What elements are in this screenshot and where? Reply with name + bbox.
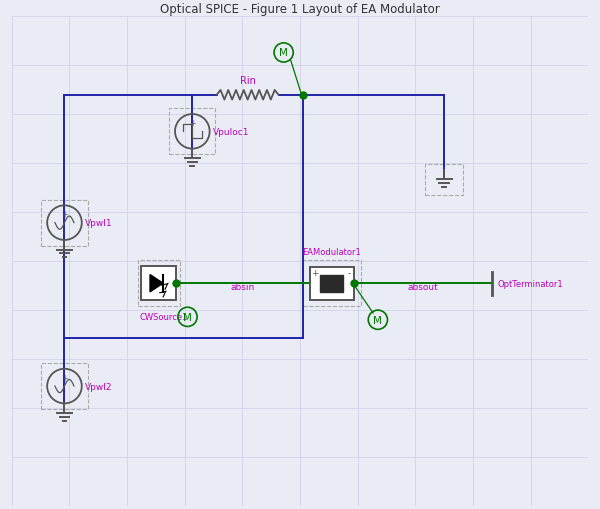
Bar — [303, 261, 361, 306]
Text: Vpwl2: Vpwl2 — [85, 382, 112, 391]
Text: M: M — [279, 48, 288, 59]
Bar — [137, 261, 180, 306]
Text: Vpwl1: Vpwl1 — [85, 219, 112, 228]
Text: EAModulator1: EAModulator1 — [302, 248, 361, 257]
Bar — [310, 267, 354, 300]
Polygon shape — [150, 275, 163, 292]
Text: +: + — [189, 119, 196, 128]
Bar — [142, 266, 176, 301]
Text: -: - — [63, 390, 66, 400]
Text: OptTerminator1: OptTerminator1 — [497, 279, 563, 288]
Bar — [41, 363, 88, 409]
Text: absin: absin — [230, 282, 255, 291]
Bar — [425, 165, 463, 195]
Bar — [41, 200, 88, 246]
Text: -: - — [191, 136, 194, 145]
Bar — [320, 275, 343, 292]
Text: +: + — [61, 210, 68, 219]
Text: CWSource1: CWSource1 — [139, 313, 188, 321]
Text: Rin: Rin — [239, 76, 256, 86]
Text: +: + — [61, 373, 68, 382]
Title: Optical SPICE - Figure 1 Layout of EA Modulator: Optical SPICE - Figure 1 Layout of EA Mo… — [160, 3, 440, 16]
Text: -: - — [63, 228, 66, 236]
Text: absout: absout — [407, 282, 439, 291]
Text: +: + — [311, 269, 318, 277]
Text: M: M — [373, 315, 382, 325]
Text: Vpuloc1: Vpuloc1 — [212, 128, 249, 136]
Text: M: M — [183, 312, 192, 322]
Text: -: - — [347, 269, 350, 277]
Bar — [169, 109, 215, 155]
